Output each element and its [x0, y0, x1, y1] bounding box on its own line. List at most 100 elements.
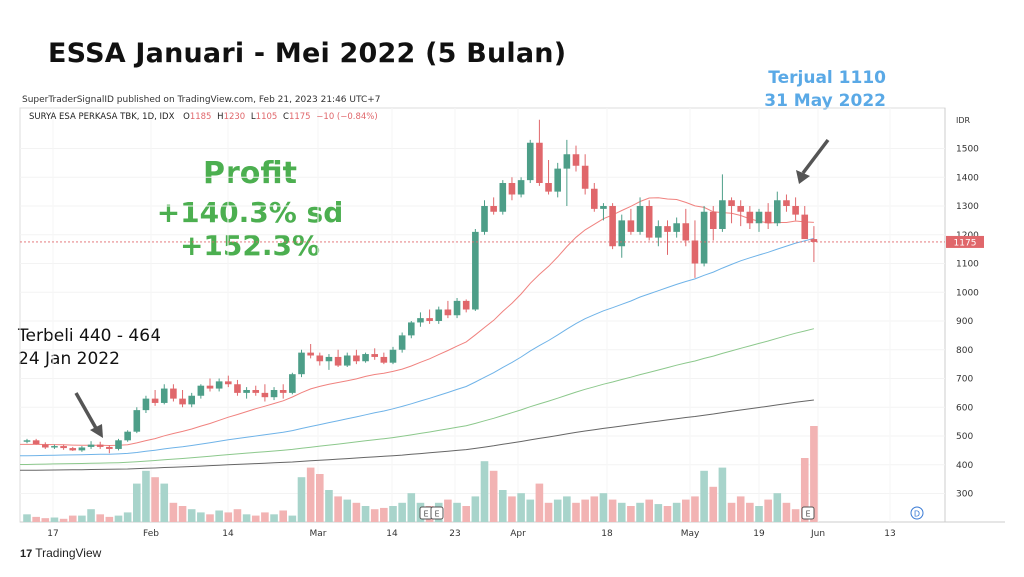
candle-body: [69, 448, 77, 451]
y-tick-label: 1000: [956, 288, 979, 298]
candle-body: [252, 390, 260, 393]
candle-body: [325, 356, 333, 362]
volume-bar: [709, 486, 718, 522]
volume-bar: [187, 509, 196, 522]
sell-arrow-shaft: [801, 138, 830, 175]
volume-bar: [87, 509, 95, 522]
candle-body: [206, 385, 214, 389]
ma200-line: [20, 399, 814, 471]
candle-body: [655, 226, 662, 238]
candle-body: [481, 206, 488, 232]
candle-body: [709, 211, 717, 229]
candle-body: [536, 142, 543, 183]
sell-arrow-head: [796, 170, 810, 184]
candle-body: [645, 206, 653, 238]
volume-bar: [782, 502, 791, 522]
brand-name: TradingView: [35, 546, 102, 560]
y-tick-label: 400: [956, 461, 973, 471]
candle-body: [554, 168, 561, 192]
candle-body: [170, 388, 177, 399]
volume-bar: [581, 499, 589, 522]
volume-bar: [114, 515, 123, 522]
volume-bar: [489, 470, 498, 522]
profit-label: Profit: [203, 156, 297, 191]
volume-bar: [343, 499, 352, 522]
candle-body: [572, 154, 580, 166]
candle-body: [60, 446, 67, 449]
page-title: ESSA Januari - Mei 2022 (5 Bulan): [48, 38, 567, 69]
y-tick-label: 700: [956, 375, 973, 385]
candle-body: [636, 206, 644, 232]
candle-body: [673, 223, 680, 232]
volume-bar: [270, 514, 278, 522]
candle-body: [591, 188, 598, 209]
tradingview-brand[interactable]: 17 TradingView: [20, 546, 101, 560]
volume-bar: [50, 517, 59, 522]
volume-bar: [78, 515, 86, 522]
candle-body: [517, 180, 525, 195]
candle-body: [124, 431, 131, 441]
volume-bar: [215, 510, 223, 522]
volume-bar: [169, 502, 178, 522]
candle-body: [87, 444, 95, 447]
volume-bar: [261, 512, 269, 522]
volume-bar: [773, 493, 782, 522]
tradingview-logo-icon: 17: [20, 548, 33, 560]
candle-body: [316, 355, 324, 362]
candle-body: [719, 200, 726, 229]
candle-body: [746, 211, 754, 224]
candle-body: [362, 354, 369, 362]
candle-body: [664, 226, 671, 232]
volume-bar: [590, 496, 599, 522]
candle-body: [42, 444, 49, 448]
y-tick-label: 1300: [956, 202, 979, 212]
published-line: SuperTraderSignalID published on Trading…: [22, 95, 381, 105]
volume-bar: [380, 507, 388, 522]
candle-body: [755, 211, 763, 224]
x-tick-label: 17: [47, 529, 58, 539]
candle-body: [600, 206, 607, 209]
y-tick-label: 1200: [956, 231, 979, 241]
event-marker-label: D: [914, 510, 920, 519]
candle-body: [508, 183, 516, 195]
volume-bar: [444, 499, 452, 522]
candle-body: [545, 183, 552, 192]
volume-bar: [480, 461, 489, 522]
x-tick-label: Feb: [143, 529, 159, 539]
candles: [23, 119, 818, 454]
candle-body: [472, 231, 479, 310]
volume-bar: [800, 458, 809, 522]
y-tick-label: 1400: [956, 173, 979, 183]
candle-body: [142, 398, 150, 411]
candle-body: [353, 355, 360, 362]
candle-body: [783, 200, 790, 206]
candle-body: [737, 206, 744, 212]
volume-bar: [32, 516, 40, 522]
volume-bar: [462, 506, 470, 522]
event-marker-label: E: [805, 510, 810, 519]
candle-body: [289, 374, 296, 393]
candle-body: [453, 300, 461, 316]
candle-body: [160, 388, 168, 403]
bought-note-line1: Terbeli 440 - 464: [18, 326, 161, 346]
x-tick-label: Apr: [510, 529, 526, 539]
volume-bar: [142, 470, 150, 522]
volume-bar: [526, 499, 535, 522]
volume-bar: [672, 502, 681, 522]
volume-bar: [572, 502, 580, 522]
x-tick-label: Mar: [310, 529, 327, 539]
volume-bar: [654, 504, 663, 522]
event-marker-label: E: [434, 510, 439, 519]
bought-note-line2: 24 Jan 2022: [18, 349, 120, 369]
candle-body: [408, 322, 415, 336]
volume-bar: [553, 499, 562, 522]
volume-bar: [755, 506, 763, 522]
candle-body: [801, 214, 809, 240]
candle-body: [417, 318, 424, 323]
ma50-line: [20, 237, 815, 457]
low-label: L: [250, 112, 256, 122]
volume-bar: [297, 477, 306, 522]
volume-bar: [691, 496, 699, 522]
volume-bar: [407, 493, 416, 522]
